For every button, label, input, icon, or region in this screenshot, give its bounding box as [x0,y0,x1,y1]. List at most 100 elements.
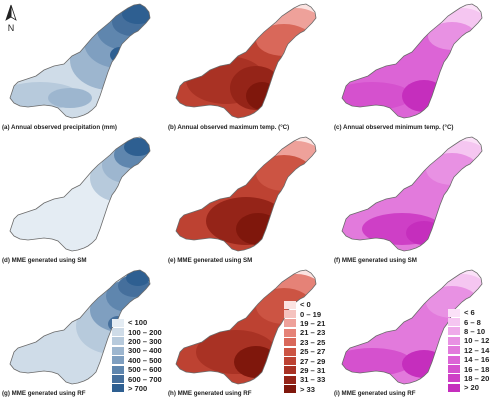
legend-label: 10 – 12 [464,336,490,346]
legend-entry: < 6 [448,308,489,317]
legend-entry: 6 – 8 [448,317,489,327]
map-zone [122,4,150,24]
legend-swatch [284,385,296,394]
map-fill-zones [342,137,482,251]
map-panel-precip-rf: (g) MME generated using RF [0,266,168,400]
caption-e: (e) MME generated using SM [168,257,253,264]
legend-swatch [112,318,124,327]
legend-swatch [448,355,460,364]
legend-swatch [112,346,124,355]
legend-label: 14 – 16 [464,355,490,365]
legend-label: 31 – 33 [300,375,326,385]
legend-swatch [112,384,124,393]
legend-entry: 500 – 600 [112,365,162,374]
legend-entry: 12 – 14 [448,346,489,355]
legend-entry: 10 – 12 [448,336,489,345]
legend-entry: 300 – 400 [112,346,162,355]
legend-swatch [284,328,296,337]
legend-label: < 100 [128,318,148,328]
north-arrow-label: N [8,23,15,33]
map-zone [406,221,442,245]
map-zone [342,82,412,110]
legend-label: 300 – 400 [128,346,162,356]
caption-i: (i) MME generated using RF [334,390,416,397]
legend-label: 19 – 21 [300,318,326,328]
legend-entry: > 20 [448,383,489,392]
caption-a: (a) Annual observed precipitation (mm) [2,124,117,131]
country-outline [9,269,151,385]
legend-swatch [284,338,296,347]
legend-label: 8 – 10 [464,326,486,336]
map-zone [48,88,92,108]
max-temperature-map [175,136,317,252]
legend-entry: 27 – 29 [284,356,326,366]
country-outline [175,136,317,252]
max-temperature-map [175,3,317,119]
caption-f: (f) MME generated using SM [334,257,417,264]
legend-entry: 400 – 500 [112,356,162,365]
legend-swatch [112,328,124,337]
map-panel-mintemp-sm: (f) MME generated using SM [332,133,500,267]
caption-g: (g) MME generated using RF [2,390,86,397]
map-fill-zones [176,4,316,118]
legend-swatch [448,383,460,392]
legend-swatch [448,327,460,336]
legend-label: > 20 [464,383,479,393]
precipitation-map [9,269,151,385]
legend-label: 200 – 300 [128,336,162,346]
legend-entry: 200 – 300 [112,337,162,346]
legend-label: 12 – 14 [464,345,490,355]
legend-swatch [284,347,296,356]
map-zone [124,138,150,156]
legend-swatch [448,374,460,383]
legend-entry: 18 – 20 [448,374,489,383]
map-zone [342,348,412,376]
caption-h: (h) MME generated using RF [168,390,252,397]
min-temperature-map [341,136,483,252]
map-panel-maxtemp-observed: (b) Annual observed maximum temp. (°C) [166,0,334,134]
country-outline [175,3,317,119]
legend-swatch [284,300,296,309]
map-panel-precip-observed: (a) Annual observed precipitation (mm) [0,0,168,134]
min-temperature-map [341,3,483,119]
legend-swatch [284,319,296,328]
map-zone [402,80,446,112]
map-zone [256,24,312,56]
legend-swatch [284,375,296,384]
legend-label: < 0 [300,300,311,310]
legend-swatch [112,356,124,365]
country-outline [341,136,483,252]
north-arrow: N [3,4,19,36]
legend-label: 400 – 500 [128,355,162,365]
legend-entry: 600 – 700 [112,374,162,384]
legend-label: 27 – 29 [300,356,326,366]
legend-swatch [284,357,296,366]
map-zone [234,346,278,378]
legend-label: 25 – 27 [300,347,326,357]
caption-d: (d) MME generated using SM [2,257,87,264]
country-outline [9,136,151,252]
precipitation-legend: < 100 100 – 200 200 – 300 300 – 400 400 – 50… [112,318,162,393]
legend-label: 16 – 18 [464,364,490,374]
legend-swatch [112,365,124,374]
legend-swatch [112,375,124,384]
legend-entry: < 100 [112,318,162,327]
legend-label: 6 – 8 [464,317,481,327]
legend-swatch [284,366,296,375]
map-fill-zones [10,4,150,118]
legend-entry: 14 – 16 [448,355,489,364]
legend-entry: > 700 [112,384,162,393]
legend-entry: 29 – 31 [284,366,325,375]
legend-label: 600 – 700 [128,374,162,384]
map-fill-zones [10,137,150,251]
legend-entry: 0 – 19 [284,309,325,319]
caption-b: (b) Annual observed maximum temp. (°C) [168,124,290,131]
map-fill-zones [176,137,316,251]
legend-swatch [448,365,460,374]
legend-swatch [448,318,460,327]
legend-label: 500 – 600 [128,365,162,375]
map-panel-precip-sm: (d) MME generated using SM [0,133,168,267]
legend-entry: 16 – 18 [448,364,490,374]
